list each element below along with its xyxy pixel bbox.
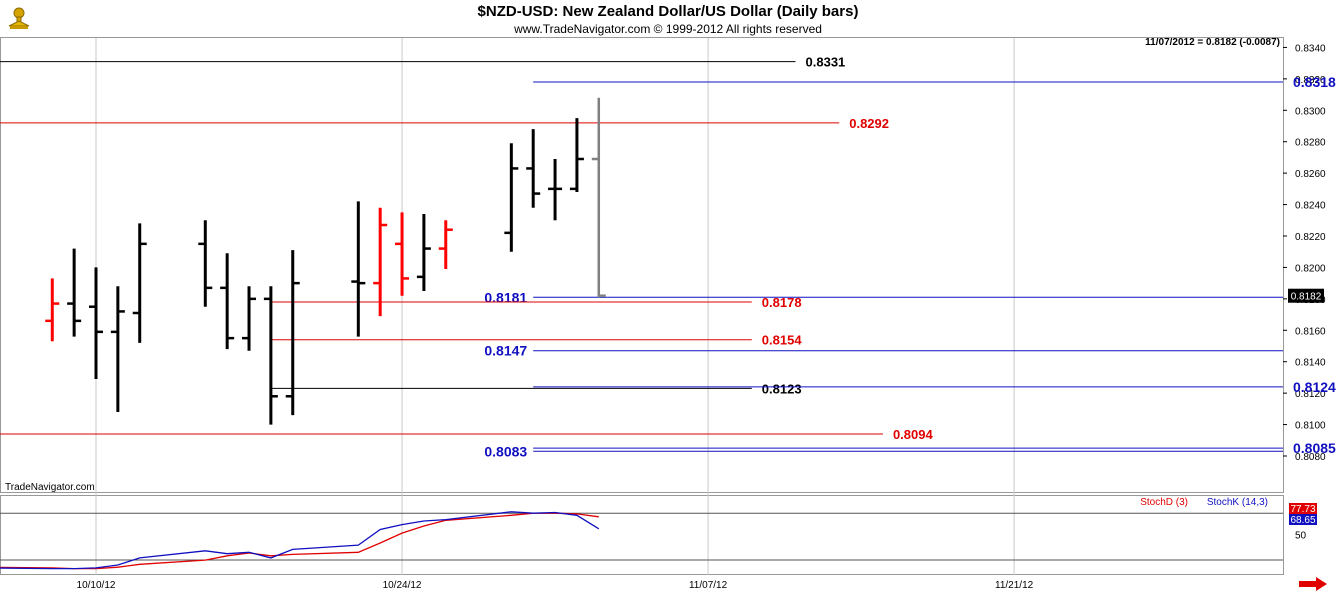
level-label: 0.8181: [484, 289, 527, 305]
level-label: 0.8147: [484, 343, 527, 359]
y-tick-label: 0.8080: [1295, 452, 1326, 463]
last-price-box: [1288, 288, 1324, 303]
level-label: 0.8331: [806, 55, 846, 70]
x-tick-label: 11/21/12: [995, 580, 1034, 591]
y-tick-label: 0.8280: [1295, 138, 1326, 149]
x-tick-label: 11/07/12: [689, 580, 728, 591]
stoch-panel-frame: [0, 495, 1284, 575]
stoch-y-tick-label: 50: [1295, 531, 1307, 542]
y-tick-label: 0.8120: [1295, 389, 1326, 400]
next-arrow-icon[interactable]: [1298, 577, 1328, 591]
level-label: 0.8094: [893, 427, 934, 442]
level-label: 0.8154: [762, 333, 803, 348]
stoch-legend-label: StochD (3): [1140, 497, 1188, 508]
y-tick-label: 0.8260: [1295, 169, 1326, 180]
last-price-label: 0.8182: [1291, 292, 1322, 303]
level-label: 0.8292: [849, 116, 889, 131]
y-tick-label: 0.8240: [1295, 201, 1326, 212]
trade-navigator-logo-icon[interactable]: [6, 4, 32, 30]
y-tick-label: 0.8220: [1295, 232, 1326, 243]
y-tick-label: 0.8160: [1295, 326, 1326, 337]
stoch-value-label: 77.73: [1290, 504, 1315, 515]
y-tick-label: 0.8320: [1295, 75, 1326, 86]
chart-subtitle: www.TradeNavigator.com © 1999-2012 All r…: [514, 22, 822, 36]
y-tick-label: 0.8300: [1295, 106, 1326, 117]
price-readout: 11/07/2012 = 0.8182 (-0.0087): [1145, 37, 1280, 48]
y-tick-label: 0.8200: [1295, 263, 1326, 274]
chart-title: $NZD-USD: New Zealand Dollar/US Dollar (…: [477, 3, 859, 20]
level-label: 0.8083: [484, 443, 527, 459]
level-label: 0.8123: [762, 381, 802, 396]
level-label: 0.8124: [1293, 379, 1336, 395]
stoch-legend-label: StochK (14,3): [1207, 497, 1268, 508]
y-tick-label: 0.8140: [1295, 358, 1326, 369]
stoch-value-box: [1289, 514, 1317, 525]
level-label: 0.8318: [1293, 74, 1336, 90]
brand-label: TradeNavigator.com: [5, 482, 95, 493]
level-label: 0.8178: [762, 295, 802, 310]
stoch-series-line: [0, 511, 600, 570]
price-panel-frame: [0, 37, 1284, 493]
stoch-value-box: [1289, 503, 1317, 514]
x-tick-label: 10/24/12: [383, 580, 422, 591]
y-tick-label: 0.8100: [1295, 421, 1326, 432]
x-tick-label: 10/10/12: [77, 580, 116, 591]
level-label: 0.8085: [1293, 440, 1336, 456]
stoch-value-label: 68.65: [1290, 515, 1315, 526]
y-tick-label: 0.8340: [1295, 43, 1326, 54]
